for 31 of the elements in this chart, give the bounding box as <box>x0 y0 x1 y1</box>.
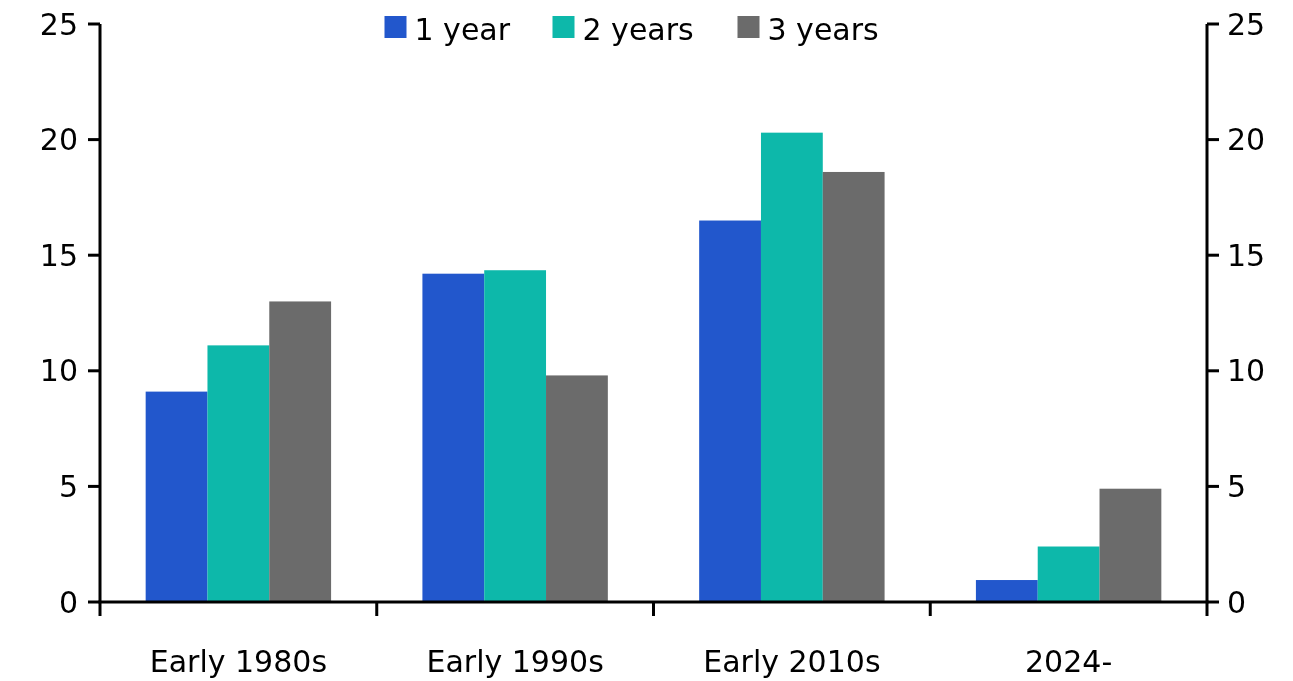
legend-label: 1 year <box>414 12 511 47</box>
y2-tick-label: 10 <box>1227 353 1266 389</box>
x-tick-label: 2024- <box>1025 644 1113 679</box>
y2-tick-label: 15 <box>1227 237 1266 273</box>
bar <box>1099 488 1162 602</box>
bar <box>822 171 885 602</box>
bar <box>1037 546 1100 602</box>
y2-tick-label: 0 <box>1227 584 1247 620</box>
y2-tick-label: 20 <box>1227 122 1266 158</box>
x-tick-label: Early 1980s <box>149 644 328 679</box>
y2-tick-label: 25 <box>1227 6 1266 42</box>
y-tick-label: 25 <box>39 6 78 42</box>
bar <box>975 580 1038 602</box>
y-tick-label: 5 <box>58 468 78 504</box>
bar <box>422 273 485 602</box>
bar <box>546 375 608 602</box>
y-tick-label: 15 <box>39 237 78 273</box>
bar <box>269 301 332 602</box>
bar <box>699 220 761 602</box>
bar <box>145 391 208 602</box>
legend-label: 3 years <box>767 12 879 47</box>
y-tick-label: 10 <box>39 353 78 389</box>
x-tick-label: Early 1990s <box>426 644 604 679</box>
y2-tick-label: 5 <box>1227 468 1247 504</box>
y-tick-label: 20 <box>39 122 78 158</box>
legend-label: 2 years <box>582 12 694 47</box>
x-tick-label: Early 2010s <box>703 644 881 679</box>
bar <box>760 132 823 602</box>
y-tick-label: 0 <box>58 584 78 620</box>
bar <box>207 345 270 602</box>
bar <box>484 270 547 602</box>
